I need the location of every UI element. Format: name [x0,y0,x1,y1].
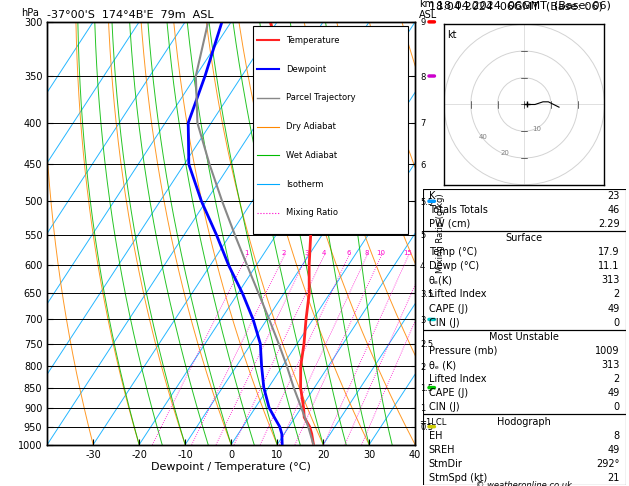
Text: 2: 2 [613,290,620,299]
Text: Lifted Index: Lifted Index [429,290,486,299]
Bar [423,330,626,415]
Text: 8: 8 [364,250,369,257]
Text: 2.29: 2.29 [598,219,620,229]
Text: 11.1: 11.1 [598,261,620,271]
Text: Temperature: Temperature [286,36,340,45]
Text: 23: 23 [608,191,620,201]
Text: 18.04.2024  06GMT  (Base: 06): 18.04.2024 06GMT (Base: 06) [429,2,603,12]
Text: Dry Adiabat: Dry Adiabat [286,122,337,131]
Text: CAPE (J): CAPE (J) [429,304,468,313]
Text: =1LCL: =1LCL [419,418,446,428]
Text: Hodograph: Hodograph [498,417,551,427]
Text: 313: 313 [601,360,620,370]
Text: 4: 4 [321,250,326,257]
Text: kt: kt [447,30,456,40]
Bar [423,415,626,485]
Text: 49: 49 [608,388,620,398]
Text: 21: 21 [608,473,620,483]
Text: © weatheronline.co.uk: © weatheronline.co.uk [476,481,572,486]
X-axis label: Dewpoint / Temperature (°C): Dewpoint / Temperature (°C) [151,462,311,472]
Text: ASL: ASL [419,10,437,20]
Text: 1: 1 [245,250,249,257]
Bar [423,231,626,330]
Text: 10: 10 [532,126,542,132]
Text: -37°00'S  174°4B'E  79m  ASL: -37°00'S 174°4B'E 79m ASL [47,10,214,20]
Text: Dewpoint: Dewpoint [286,65,326,74]
Text: 10: 10 [377,250,386,257]
Text: Surface: Surface [506,233,543,243]
Text: CIN (J): CIN (J) [429,402,459,413]
Text: 46: 46 [608,205,620,215]
Text: 6: 6 [346,250,350,257]
Text: Lifted Index: Lifted Index [429,374,486,384]
Text: Totals Totals: Totals Totals [429,205,487,215]
Text: hPa: hPa [21,8,39,17]
Text: Temp (°C): Temp (°C) [429,247,477,257]
Text: 20: 20 [500,150,509,156]
Text: 313: 313 [601,276,620,285]
Text: 292°: 292° [596,459,620,469]
Text: Dewp (°C): Dewp (°C) [429,261,479,271]
Text: Isotherm: Isotherm [286,180,324,189]
Text: 49: 49 [608,304,620,313]
Text: Most Unstable: Most Unstable [489,332,559,342]
Text: Wet Adiabat: Wet Adiabat [286,151,338,160]
Text: km: km [419,0,434,9]
Text: 18.04.2024  06GMT  (Base: 06): 18.04.2024 06GMT (Base: 06) [437,1,611,11]
Text: 17.9: 17.9 [598,247,620,257]
Text: SREH: SREH [429,445,455,455]
Bar [423,189,626,231]
Text: K: K [429,191,435,201]
Text: StmDir: StmDir [429,459,463,469]
Text: Mixing Ratio: Mixing Ratio [286,208,338,217]
Text: 40: 40 [479,134,487,140]
Text: 8: 8 [614,431,620,441]
Text: EH: EH [429,431,442,441]
Text: 0: 0 [614,318,620,328]
Text: θₑ(K): θₑ(K) [429,276,453,285]
Text: 49: 49 [608,445,620,455]
Y-axis label: Mixing Ratio (g/kg): Mixing Ratio (g/kg) [436,193,445,273]
Text: CIN (J): CIN (J) [429,318,459,328]
Text: 2: 2 [613,374,620,384]
Text: StmSpd (kt): StmSpd (kt) [429,473,487,483]
Text: 0: 0 [614,402,620,413]
Text: 1009: 1009 [595,346,620,356]
Bar [253,26,408,234]
Text: 2: 2 [282,250,286,257]
Text: Parcel Trajectory: Parcel Trajectory [286,93,356,103]
Text: CAPE (J): CAPE (J) [429,388,468,398]
Text: 3: 3 [304,250,309,257]
Text: Pressure (mb): Pressure (mb) [429,346,497,356]
Text: 15: 15 [404,250,413,257]
Text: PW (cm): PW (cm) [429,219,470,229]
Text: θₑ (K): θₑ (K) [429,360,456,370]
